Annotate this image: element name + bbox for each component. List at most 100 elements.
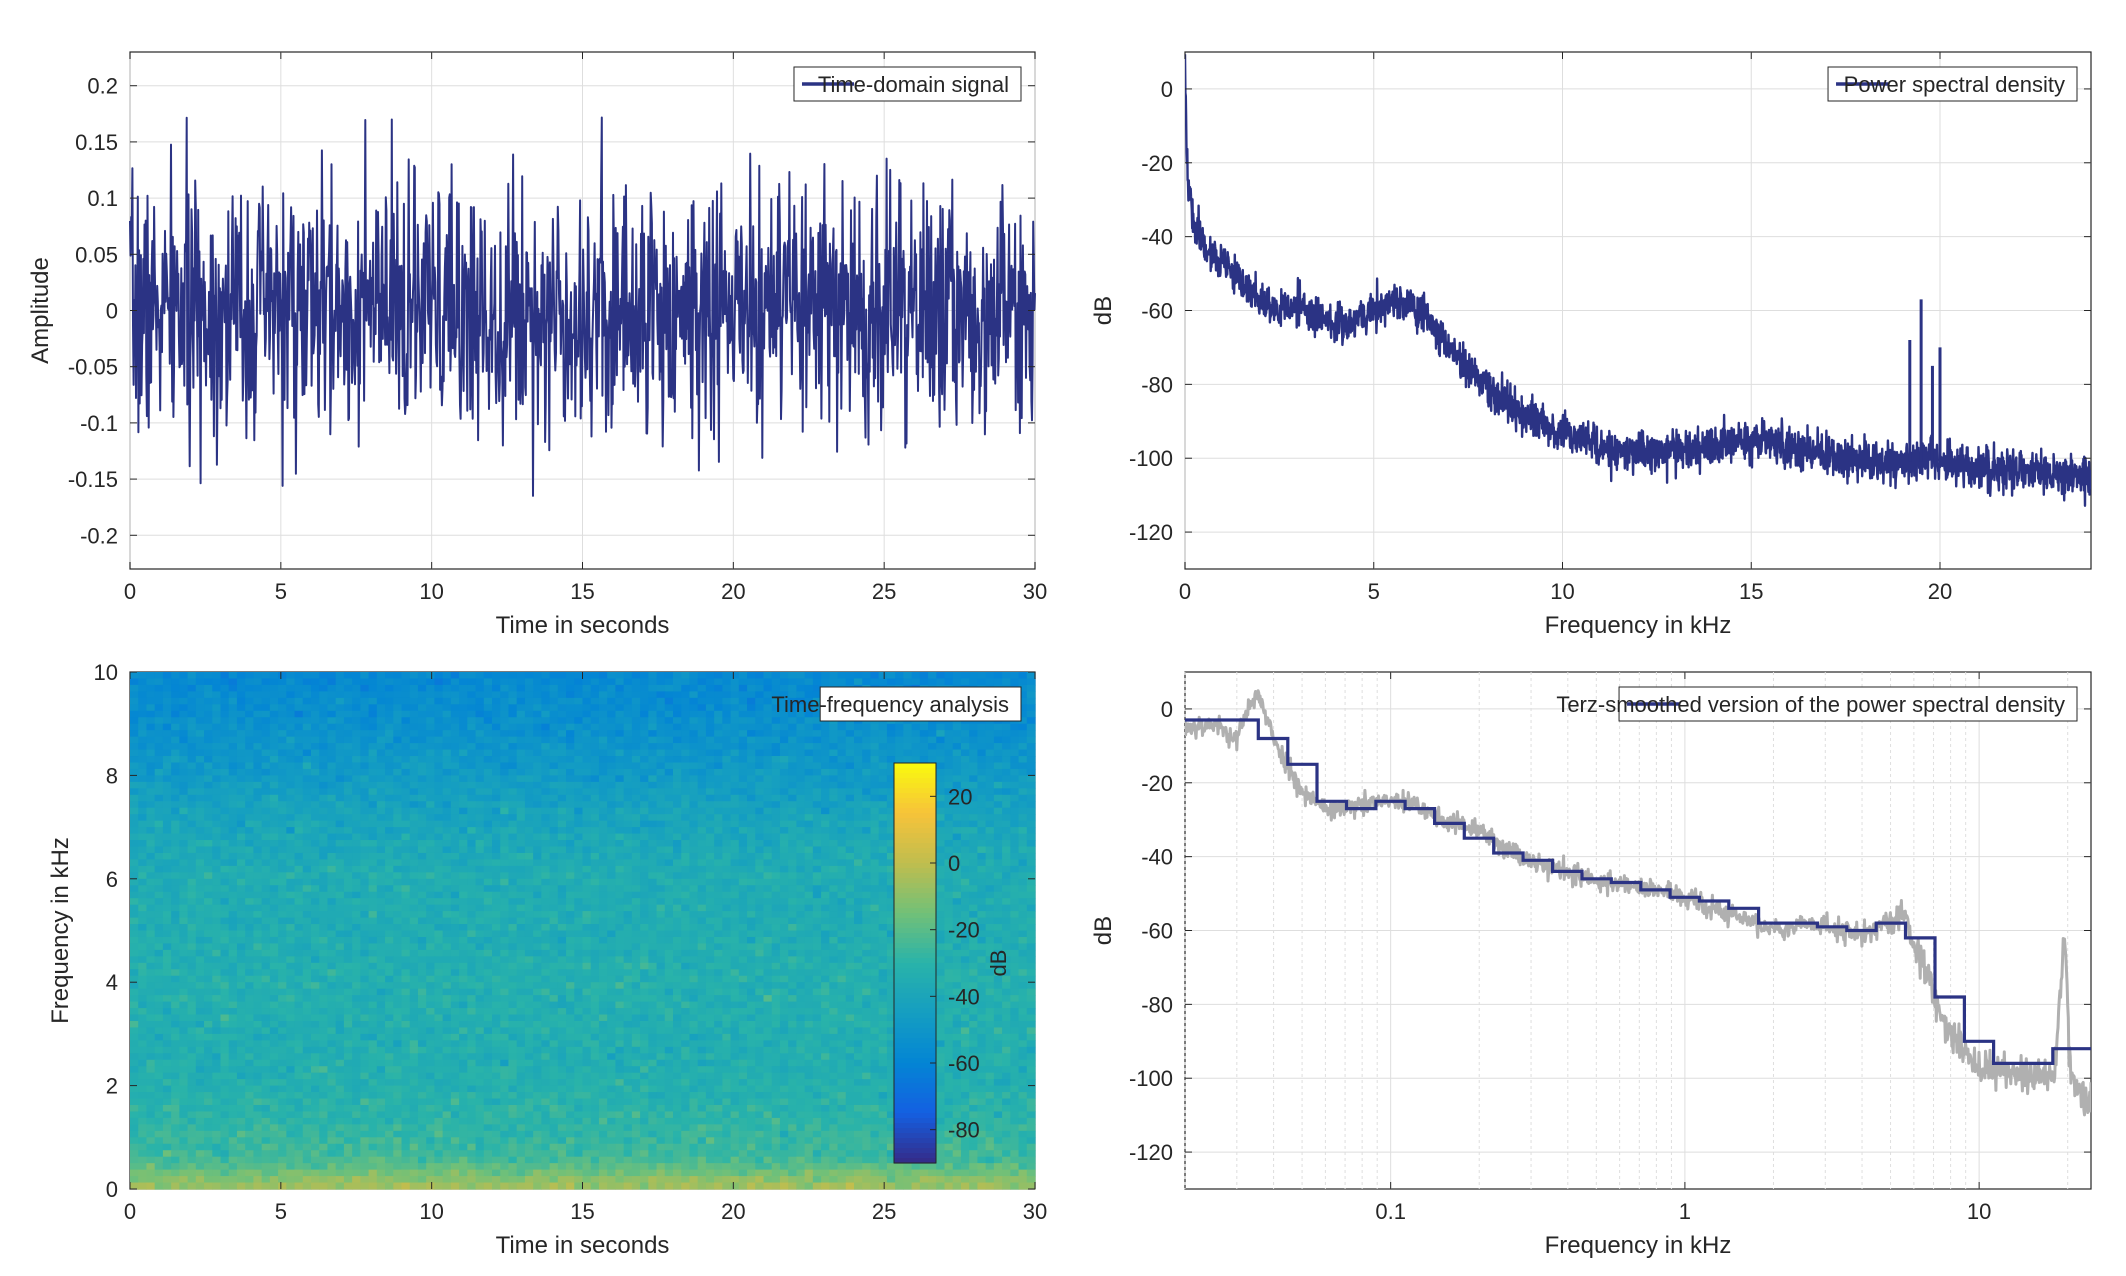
heatmap-cell bbox=[343, 697, 353, 705]
heatmap-cell bbox=[812, 891, 822, 899]
heatmap-cell bbox=[763, 859, 773, 867]
heatmap-cell bbox=[607, 904, 617, 912]
heatmap-cell bbox=[607, 717, 617, 725]
heatmap-cell bbox=[1002, 678, 1011, 686]
heatmap-cell bbox=[442, 872, 452, 880]
heatmap-cell bbox=[195, 762, 205, 770]
heatmap-cell bbox=[714, 672, 723, 680]
heatmap-cell bbox=[722, 898, 732, 906]
heatmap-cell bbox=[442, 807, 452, 815]
heatmap-cell bbox=[1010, 936, 1020, 945]
heatmap-cell bbox=[862, 743, 872, 751]
heatmap-cell bbox=[607, 807, 617, 815]
heatmap-cell bbox=[409, 878, 419, 886]
heatmap-cell bbox=[483, 684, 493, 692]
heatmap-cell bbox=[788, 833, 798, 841]
heatmap-cell bbox=[286, 859, 296, 867]
heatmap-cell bbox=[566, 936, 575, 945]
heatmap-cell bbox=[467, 781, 477, 789]
heatmap-cell bbox=[343, 704, 353, 712]
heatmap-cell bbox=[1018, 840, 1028, 848]
heatmap-cell bbox=[985, 723, 995, 731]
heatmap-cell bbox=[269, 872, 279, 880]
heatmap-cell bbox=[278, 943, 287, 951]
heatmap-cell bbox=[467, 833, 477, 841]
heatmap-cell bbox=[343, 684, 353, 692]
heatmap-cell bbox=[755, 781, 765, 789]
heatmap-cell bbox=[779, 949, 789, 957]
heatmap-cell bbox=[220, 762, 230, 770]
heatmap-cell bbox=[360, 814, 370, 822]
heatmap-cell bbox=[459, 704, 468, 712]
heatmap-cell bbox=[286, 936, 296, 945]
heatmap-cell bbox=[343, 885, 353, 893]
heatmap-cell bbox=[385, 717, 394, 725]
heatmap-cell bbox=[886, 678, 896, 686]
heatmap-cell bbox=[409, 924, 419, 932]
heatmap-cell bbox=[878, 807, 888, 815]
heatmap-cell bbox=[1018, 885, 1028, 893]
heatmap-cell bbox=[664, 827, 674, 835]
heatmap-cell bbox=[615, 924, 625, 932]
heatmap-cell bbox=[623, 949, 633, 957]
heatmap-cell bbox=[590, 781, 600, 789]
heatmap-cell bbox=[204, 930, 213, 938]
heatmap-cell bbox=[969, 827, 979, 835]
heatmap-cell bbox=[590, 743, 600, 751]
heatmap-cell bbox=[327, 911, 337, 919]
heatmap-cell bbox=[212, 788, 222, 796]
heatmap-cell bbox=[747, 717, 756, 725]
heatmap-cell bbox=[426, 898, 436, 906]
heatmap-cell bbox=[253, 930, 263, 938]
heatmap-cell bbox=[228, 852, 238, 861]
heatmap-cell bbox=[236, 704, 246, 712]
heatmap-cell bbox=[714, 723, 723, 731]
heatmap-cell bbox=[985, 891, 995, 899]
heatmap-cell bbox=[985, 788, 995, 796]
heatmap-cell bbox=[376, 788, 386, 796]
heatmap-cell bbox=[220, 859, 230, 867]
heatmap-cell bbox=[228, 878, 238, 886]
heatmap-cell bbox=[886, 730, 896, 738]
heatmap-cell bbox=[623, 833, 633, 841]
heatmap-cell bbox=[401, 878, 411, 886]
heatmap-cell bbox=[335, 846, 345, 854]
heatmap-cell bbox=[845, 788, 855, 796]
heatmap-cell bbox=[261, 775, 271, 783]
heatmap-cell bbox=[582, 891, 592, 899]
heatmap-cell bbox=[236, 904, 246, 912]
heatmap-cell bbox=[516, 807, 526, 815]
heatmap-cell bbox=[697, 943, 707, 951]
heatmap-cell bbox=[171, 865, 180, 873]
heatmap-cell bbox=[171, 911, 180, 919]
heatmap-cell bbox=[467, 827, 477, 835]
heatmap-cell bbox=[763, 730, 773, 738]
heatmap-cell bbox=[969, 846, 979, 854]
heatmap-cell bbox=[1026, 859, 1036, 867]
heatmap-cell bbox=[220, 736, 230, 744]
heatmap-cell bbox=[829, 949, 839, 957]
heatmap-cell bbox=[845, 814, 855, 822]
heatmap-cell bbox=[434, 672, 444, 680]
heatmap-cell bbox=[1002, 788, 1011, 796]
heatmap-cell bbox=[130, 749, 139, 757]
heatmap-cell bbox=[993, 749, 1003, 757]
heatmap-cell bbox=[656, 781, 666, 789]
heatmap-cell bbox=[705, 730, 715, 738]
heatmap-cell bbox=[442, 911, 452, 919]
heatmap-cell bbox=[245, 788, 255, 796]
heatmap-cell bbox=[236, 846, 246, 854]
heatmap-cell bbox=[681, 762, 691, 770]
heatmap-cell bbox=[598, 672, 608, 680]
heatmap-cell bbox=[376, 878, 386, 886]
heatmap-cell bbox=[796, 788, 806, 796]
heatmap-cell bbox=[681, 775, 691, 783]
heatmap-cell bbox=[368, 936, 378, 945]
heatmap-cell bbox=[401, 891, 411, 899]
heatmap-cell bbox=[615, 775, 625, 783]
heatmap-cell bbox=[450, 898, 460, 906]
heatmap-cell bbox=[1018, 762, 1028, 770]
heatmap-cell bbox=[829, 865, 839, 873]
heatmap-cell bbox=[985, 781, 995, 789]
heatmap-cell bbox=[574, 924, 584, 932]
